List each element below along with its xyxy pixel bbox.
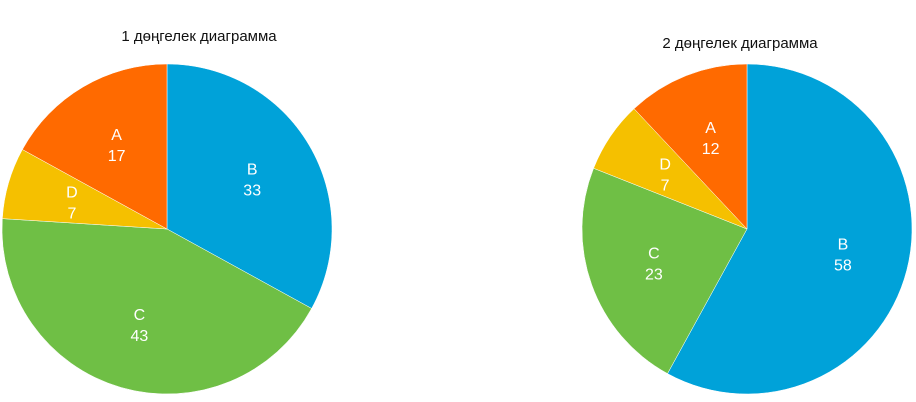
slice-value-d: 7 — [67, 205, 76, 222]
slice-label-a: A — [111, 127, 122, 144]
pie-slice-a — [22, 63, 168, 230]
pie-chart-1: 1 дөңгелек диаграмма B 33 C 43 D 7 A 17 — [1, 28, 333, 395]
slice-value-c: 23 — [645, 267, 663, 284]
chart-2-labels: B 58 C 23 D 7 A 12 — [645, 120, 852, 284]
pie-slice-a — [633, 63, 748, 230]
slice-label-d: D — [659, 156, 671, 173]
slice-value-a: 12 — [702, 141, 720, 158]
chart-1-slices — [1, 63, 333, 395]
chart-1-title: 1 дөңгелек диаграмма — [121, 28, 277, 45]
slice-value-b: 33 — [243, 183, 261, 200]
slice-label-b: B — [247, 162, 258, 179]
slice-label-d: D — [66, 184, 78, 201]
pie-slice-b — [166, 63, 333, 309]
chart-2-title: 2 дөңгелек диаграмма — [662, 35, 818, 52]
chart-1-labels: B 33 C 43 D 7 A 17 — [66, 127, 261, 345]
pie-slice-c — [1, 218, 312, 395]
slice-label-c: C — [134, 307, 146, 324]
chart-2-slices — [581, 63, 913, 395]
slice-label-b: B — [838, 237, 849, 254]
pie-chart-2: 2 дөңгелек диаграмма B 58 C 23 D 7 A 12 — [581, 35, 913, 395]
slice-value-c: 43 — [131, 328, 149, 345]
slice-label-a: A — [705, 120, 716, 137]
slice-value-d: 7 — [661, 177, 670, 194]
slice-value-b: 58 — [834, 258, 852, 275]
pie-slice-c — [581, 167, 748, 374]
pie-slice-b — [667, 63, 913, 395]
slice-value-a: 17 — [108, 148, 126, 165]
slice-label-c: C — [648, 246, 660, 263]
